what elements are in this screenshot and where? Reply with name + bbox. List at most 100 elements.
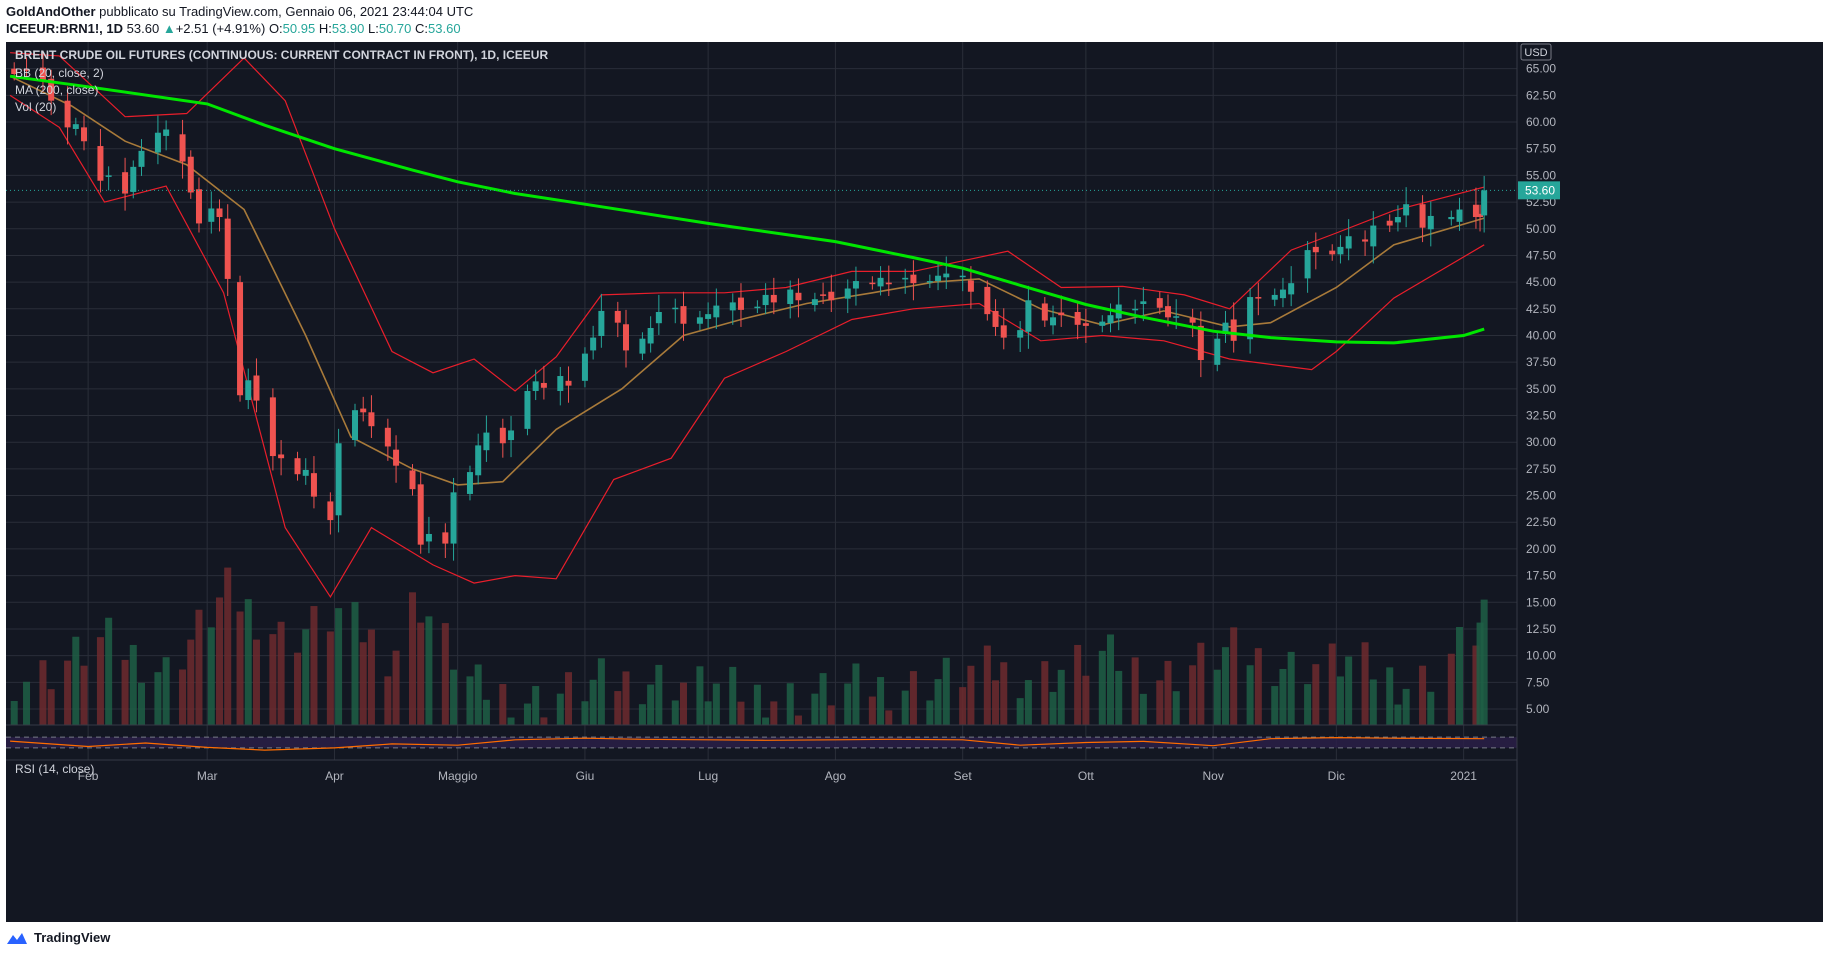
time-axis[interactable]: Feb Mar Apr Maggio Giu Lug Ago Set Ott Nov Dic 2021 — [6, 759, 1517, 783]
candle-body — [72, 124, 79, 129]
volume-bar — [207, 627, 215, 725]
candle-body — [310, 473, 317, 497]
candle-body — [1271, 294, 1278, 300]
price-tick-label: 20.00 — [1526, 542, 1556, 556]
time-tick-label: Feb — [78, 769, 99, 783]
volume-bar — [1394, 704, 1402, 725]
bollinger-bands — [9, 52, 1485, 599]
volume-bar — [1164, 660, 1172, 725]
candle-body — [335, 443, 342, 516]
ma200-line — [9, 74, 1485, 345]
volume-bar — [310, 606, 318, 725]
low-value: 50.70 — [378, 21, 412, 36]
volume-bar — [1197, 642, 1205, 725]
volume-bar — [1041, 661, 1049, 725]
symbol[interactable]: ICEEUR:BRN1!, 1D — [6, 21, 124, 36]
ma-legend[interactable]: MA (200, close) — [15, 83, 98, 97]
bb-middle-line — [9, 75, 1485, 486]
volume-bar — [1287, 651, 1295, 725]
tradingview-brand[interactable]: TradingView — [6, 930, 110, 945]
volume-bar — [712, 683, 720, 725]
volume-bar — [466, 676, 474, 725]
candle-body — [581, 353, 588, 381]
candle-body — [680, 306, 687, 324]
candle-body — [885, 282, 892, 285]
last-price-label: 53.60 — [1525, 183, 1555, 197]
candle-body — [1255, 297, 1262, 299]
candle-body — [450, 492, 457, 544]
candle-body — [466, 472, 473, 494]
candle-body — [1107, 315, 1114, 324]
candle-body — [195, 189, 202, 224]
price-tick-label: 40.00 — [1526, 328, 1556, 342]
candle-body — [360, 408, 367, 413]
volume-bar — [1456, 627, 1464, 725]
candle-body — [984, 286, 991, 315]
volume-bar — [532, 686, 540, 725]
candle-body — [935, 275, 942, 282]
header-bar: GoldAndOther pubblicato su TradingView.c… — [0, 0, 1828, 40]
candle-body — [11, 68, 18, 75]
last-price: 53.60 — [126, 21, 160, 36]
volume-bar — [1082, 675, 1090, 725]
price-tick-label: 60.00 — [1526, 115, 1556, 129]
tradingview-logo-icon — [7, 932, 27, 944]
rsi-legend[interactable]: RSI (14, close) — [15, 762, 94, 776]
volume-bar — [252, 639, 260, 725]
volume-bar — [597, 658, 605, 725]
volume-bar — [351, 602, 359, 725]
volume-bar — [1049, 691, 1057, 725]
published-text: pubblicato su TradingView.com, Gennaio 0… — [99, 4, 474, 19]
volume-bar — [1115, 670, 1123, 725]
candle-body — [138, 150, 145, 167]
candle-body — [1189, 317, 1196, 323]
price-chart-svg[interactable]: USD65.0062.5060.0057.5055.0052.5050.0047… — [6, 42, 1823, 922]
candle-body — [762, 294, 769, 306]
candle-body — [1456, 209, 1463, 222]
volume-bar — [967, 665, 975, 725]
price-tick-label: 7.50 — [1526, 675, 1550, 689]
open-value: 50.95 — [282, 21, 316, 36]
candle-body — [795, 292, 802, 301]
volume-bar — [1254, 648, 1262, 725]
candle-body — [540, 382, 547, 388]
price-tick-label: 57.50 — [1526, 142, 1556, 156]
volume-bar — [1139, 693, 1147, 725]
publish-line: GoldAndOther pubblicato su TradingView.c… — [6, 4, 473, 19]
price-tick-label: 42.50 — [1526, 302, 1556, 316]
candle-body — [1041, 303, 1048, 321]
price-tick-label: 17.50 — [1526, 569, 1556, 583]
candle-body — [705, 314, 712, 319]
chart-area[interactable]: USD 65.00 62.50 60.00 57.50 55.00 52.50 50.00 47… — [6, 42, 1823, 922]
candle-body — [417, 484, 424, 545]
candle-body — [1099, 321, 1106, 326]
candle-body — [655, 311, 662, 324]
time-tick-label: Giu — [576, 769, 595, 783]
candle-body — [105, 175, 112, 177]
bb-legend[interactable]: BB (20, close, 2) — [15, 66, 104, 80]
candle-body — [647, 328, 654, 344]
vol-legend[interactable]: Vol (20) — [15, 100, 56, 114]
volume-bar — [417, 622, 425, 725]
candle-body — [787, 289, 794, 304]
volume-bar — [704, 701, 712, 725]
candle-body — [1156, 298, 1163, 308]
volume-bar — [1361, 642, 1369, 725]
candle-body — [409, 470, 416, 490]
bb-lower-line — [9, 94, 1485, 599]
candle-body — [754, 306, 761, 309]
candle-body — [1140, 301, 1147, 304]
price-tick-label: 22.50 — [1526, 515, 1556, 529]
price-tick-label: 45.00 — [1526, 275, 1556, 289]
volume-bar — [581, 701, 589, 725]
candle-body — [852, 281, 859, 289]
volume-bar — [729, 666, 737, 725]
candle-body — [179, 134, 186, 162]
volume-bar — [47, 689, 55, 725]
candle-body — [1329, 250, 1336, 255]
candle-body — [1481, 190, 1488, 216]
volume-bar — [1074, 644, 1082, 725]
price-axis[interactable]: USD65.0062.5060.0057.5055.0052.5050.0047… — [6, 42, 1560, 922]
author-name[interactable]: GoldAndOther — [6, 4, 96, 19]
candle-body — [524, 390, 531, 429]
